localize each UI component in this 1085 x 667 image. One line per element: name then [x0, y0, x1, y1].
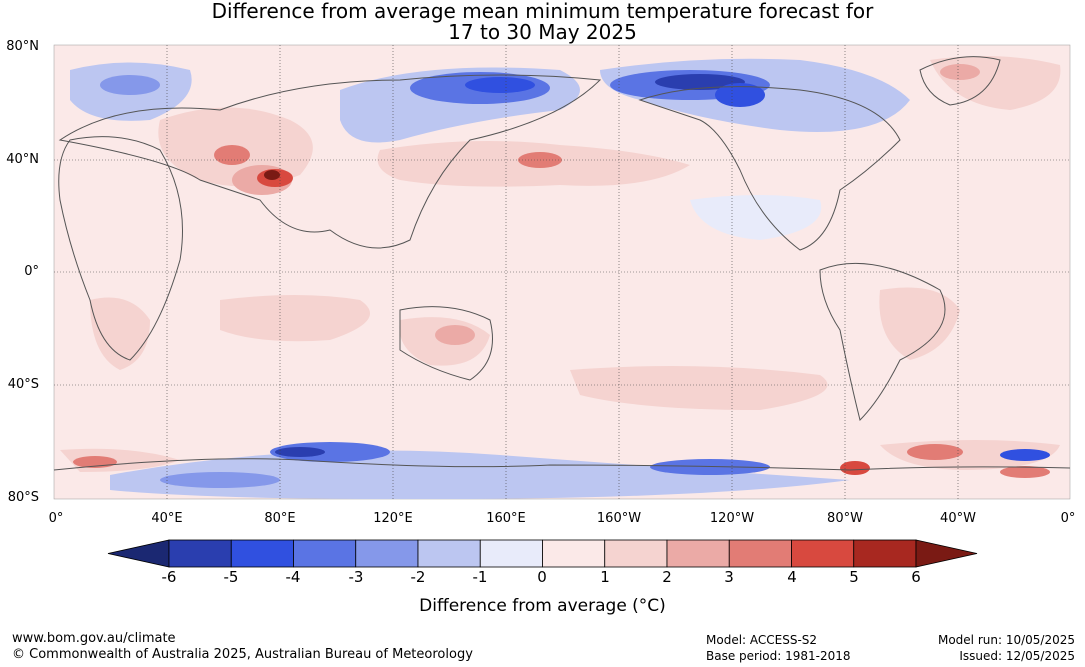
colorbar-label: Difference from average (°C) [419, 596, 666, 616]
patch-ross-3 [650, 459, 770, 475]
colorbar-bin [417, 539, 481, 568]
patch-antarctica-5 [275, 447, 325, 457]
lon-label-120w: 120°W [709, 511, 755, 526]
lon-label-0: 0° [48, 511, 64, 526]
colorbar-arrow-low [107, 539, 170, 568]
lon-label-120e: 120°E [373, 511, 413, 526]
colorbar-bin [791, 539, 855, 568]
colorbar-bin [168, 539, 232, 568]
patch-indian-ocean [220, 295, 370, 342]
patch-greenland-warm [940, 64, 980, 80]
colorbar-bin [542, 539, 606, 568]
lat-label-40s: 40°S [7, 377, 39, 392]
graticule [54, 45, 1070, 499]
lat-label-80n: 80°N [6, 39, 39, 54]
lat-label-80s: 80°S [7, 490, 39, 505]
patch-weddell-3 [1000, 449, 1050, 461]
map-title-line2: 17 to 30 May 2025 [448, 20, 637, 44]
coast-greenland [919, 56, 1001, 106]
lon-label-160w: 160°W [596, 511, 642, 526]
colorbar-tick: -3 [348, 568, 364, 586]
patch-africa [90, 297, 150, 370]
colorbar-tick: -1 [472, 568, 488, 586]
footer-base-period: Base period: 1981-2018 [706, 649, 851, 663]
lon-label-0-right: 0° [1060, 511, 1076, 526]
patch-antarctica-cool [110, 450, 850, 500]
coast-africa [58, 136, 183, 361]
lon-label-160e: 160°E [486, 511, 526, 526]
footer-issued: Issued: 12/05/2025 [959, 649, 1075, 663]
colorbar-tick: 6 [911, 568, 921, 586]
colorbar-bin [293, 539, 357, 568]
patch-pacific-cool [690, 195, 822, 240]
patch-south-america [879, 287, 960, 360]
coastlines [53, 56, 1071, 471]
patch-south-pacific [570, 366, 828, 410]
colorbar-tick: 0 [537, 568, 547, 586]
patch-australia-warm [435, 325, 475, 345]
footer-url[interactable]: www.bom.gov.au/climate [12, 631, 176, 646]
colorbar-tick: -5 [223, 568, 239, 586]
lon-label-80e: 80°E [264, 511, 296, 526]
patch-antarctica-interior [160, 472, 280, 488]
lat-label-40n: 40°N [6, 152, 39, 167]
colorbar-tick: -2 [410, 568, 426, 586]
footer-model-run: Model run: 10/05/2025 [937, 633, 1075, 647]
colorbar-tick: -6 [161, 568, 177, 586]
map-title-line1: Difference from average mean minimum tem… [211, 0, 874, 23]
coast-australia [399, 306, 493, 381]
coast-south-america [819, 262, 946, 421]
patch-himalaya-5 [264, 170, 280, 180]
colorbar-tick: -4 [285, 568, 301, 586]
colorbar-tick: 3 [724, 568, 734, 586]
colorbar-tick: 1 [600, 568, 610, 586]
lon-label-80w: 80°W [827, 511, 863, 526]
anomaly-cool-patches [70, 58, 1050, 500]
footer-model: Model: ACCESS-S2 [706, 633, 818, 647]
colorbar-bin [666, 539, 730, 568]
colorbar-bin [728, 539, 792, 568]
anomaly-1-2-patches [60, 56, 1061, 472]
patch-southern-ocean-warm3 [840, 461, 870, 475]
footer-copyright: © Commonwealth of Australia 2025, Austra… [12, 647, 473, 662]
colorbar-bin [853, 539, 917, 568]
patch-southern-ocean-warm2 [907, 444, 963, 460]
coast-antarctica [53, 458, 1071, 471]
colorbar-bin [230, 539, 294, 568]
colorbar-bin [604, 539, 668, 568]
colorbar-arrow-high [915, 539, 978, 568]
colorbar-bin [355, 539, 419, 568]
lon-label-40w: 40°W [940, 511, 976, 526]
lon-label-40e: 40°E [151, 511, 183, 526]
patch-siberia-4 [465, 77, 535, 93]
patch-europe-3 [100, 75, 160, 95]
patch-southern-ocean-warm4 [1000, 466, 1050, 478]
colorbar-tick: 2 [662, 568, 672, 586]
colorbar-bin [479, 539, 543, 568]
coast-north-america [638, 86, 901, 251]
patch-alaska-3 [715, 83, 765, 107]
patch-arctic-4 [655, 74, 745, 90]
colorbar-tick: 4 [787, 568, 797, 586]
colorbar-tick: 5 [849, 568, 859, 586]
lat-label-0: 0° [24, 264, 39, 279]
coast-eurasia [58, 74, 602, 249]
